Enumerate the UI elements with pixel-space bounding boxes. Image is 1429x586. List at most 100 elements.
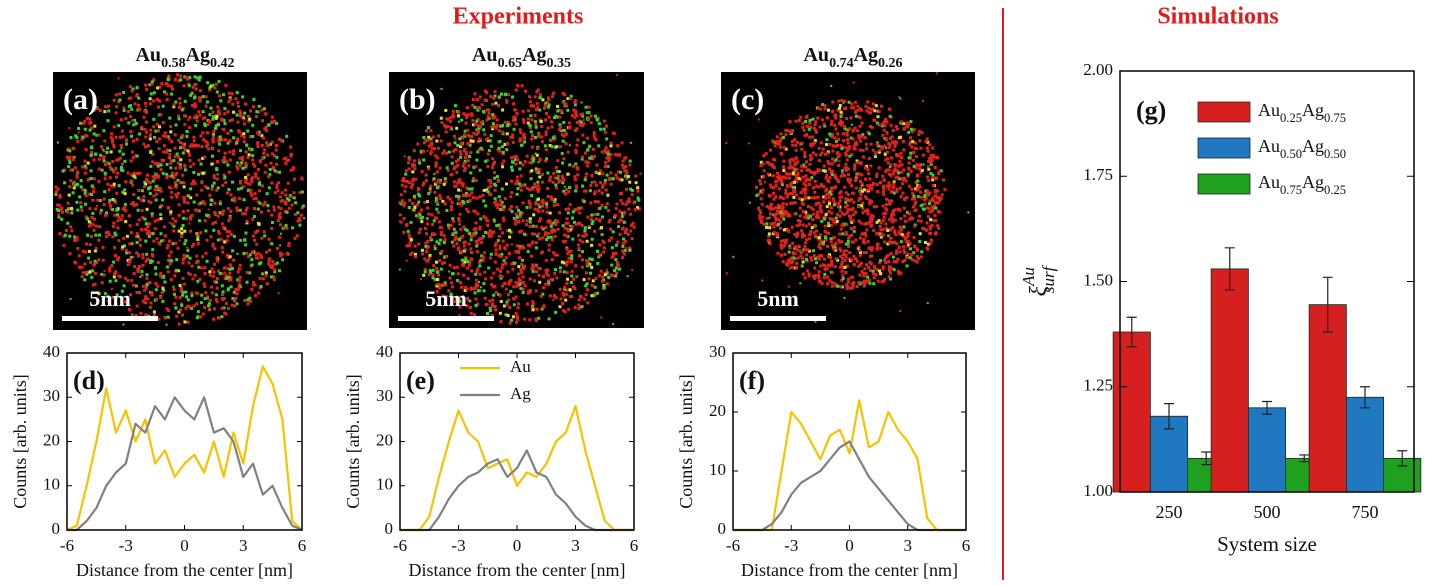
atom-dot [462,225,466,229]
atom-dot [784,129,788,133]
atom-dot [774,184,778,188]
atom-dot [165,246,169,250]
atom-dot [194,87,198,91]
atom-dot [97,133,101,137]
atom-dot [925,137,929,141]
atom-dot [848,257,852,261]
atom-dot [857,198,861,202]
atom-dot [84,134,88,138]
atom-dot [500,266,504,270]
atom-dot [78,265,81,269]
atom-dot [501,284,504,288]
atom-dot [842,253,846,256]
atom-dot [594,277,598,281]
atom-dot [103,292,107,296]
atom-dot [885,146,888,149]
atom-dot [614,173,618,177]
atom-dot [786,192,790,196]
atom-dot [908,217,912,221]
atom-dot [486,165,490,169]
atom-dot [89,221,93,225]
atom-dot [900,163,904,167]
atom-dot [80,275,84,279]
atom-dot [510,209,514,213]
atom-dot [566,211,570,215]
atom-dot [102,159,106,163]
atom-dot [608,227,612,231]
atom-dot [254,175,258,179]
atom-dot [242,252,246,256]
atom-dot [130,150,134,154]
atom-dot [545,157,549,161]
atom-dot [134,314,138,318]
atom-dot [153,177,156,181]
atom-dot [490,125,494,129]
atom-dot [199,266,203,270]
atom-dot [518,230,522,234]
atom-dot [289,145,293,149]
atom-dot [593,180,597,184]
atom-dot [514,222,518,226]
atom-dot [183,122,187,126]
atom-dot [73,260,77,264]
atom-dot [503,281,507,285]
atom-dot [770,222,774,226]
atom-dot [860,232,864,236]
atom-dot [225,276,229,280]
atom-dot [890,140,894,144]
atom-dot [116,171,120,175]
atom-dot [603,165,607,169]
atom-dot [924,139,928,143]
atom-dot [907,184,911,188]
atom-dot [501,208,505,212]
atom-dot [204,104,208,108]
atom-dot [436,210,440,214]
atom-dot [614,207,618,211]
atom-dot [75,175,79,179]
atom-dot [175,195,179,199]
atom-dot [158,85,162,89]
atom-dot [789,201,793,205]
atom-dot [441,199,445,203]
atom-dot [474,122,477,126]
atom-dot [931,218,935,222]
atom-dot [514,158,517,162]
atom-dot [858,116,862,119]
atom-dot [224,83,228,87]
atom-dot [211,244,215,248]
atom-dot [879,232,883,236]
atom-dot [428,189,432,193]
atom-dot [598,243,602,247]
atom-dot [93,108,96,112]
atom-dot [829,240,833,244]
atom-dot [890,214,894,218]
atom-dot [465,186,469,190]
atom-dot [409,185,413,189]
atom-dot [398,268,401,271]
atom-dot [441,294,445,298]
atom-dot [852,281,856,284]
atom-dot [924,241,927,244]
atom-dot [887,168,891,172]
atom-dot [836,258,840,262]
atom-dot [300,176,304,180]
atom-dot [598,206,602,210]
atom-dot [575,114,579,117]
atom-dot [106,182,110,186]
atom-dot [607,177,611,181]
atom-dot [844,242,848,246]
atom-dot [497,146,501,150]
atom-dot [546,105,550,109]
atom-dot [928,143,932,147]
atom-dot [427,135,431,139]
atom-dot [257,110,260,114]
atom-dot [459,285,463,289]
atom-dot [791,186,795,190]
atom-dot [831,100,835,104]
atom-dot [478,195,482,199]
atom-dot [537,273,541,277]
atom-dot [455,242,459,246]
atom-dot [793,190,797,194]
atom-dot [867,111,871,115]
atom-dot [845,264,849,268]
